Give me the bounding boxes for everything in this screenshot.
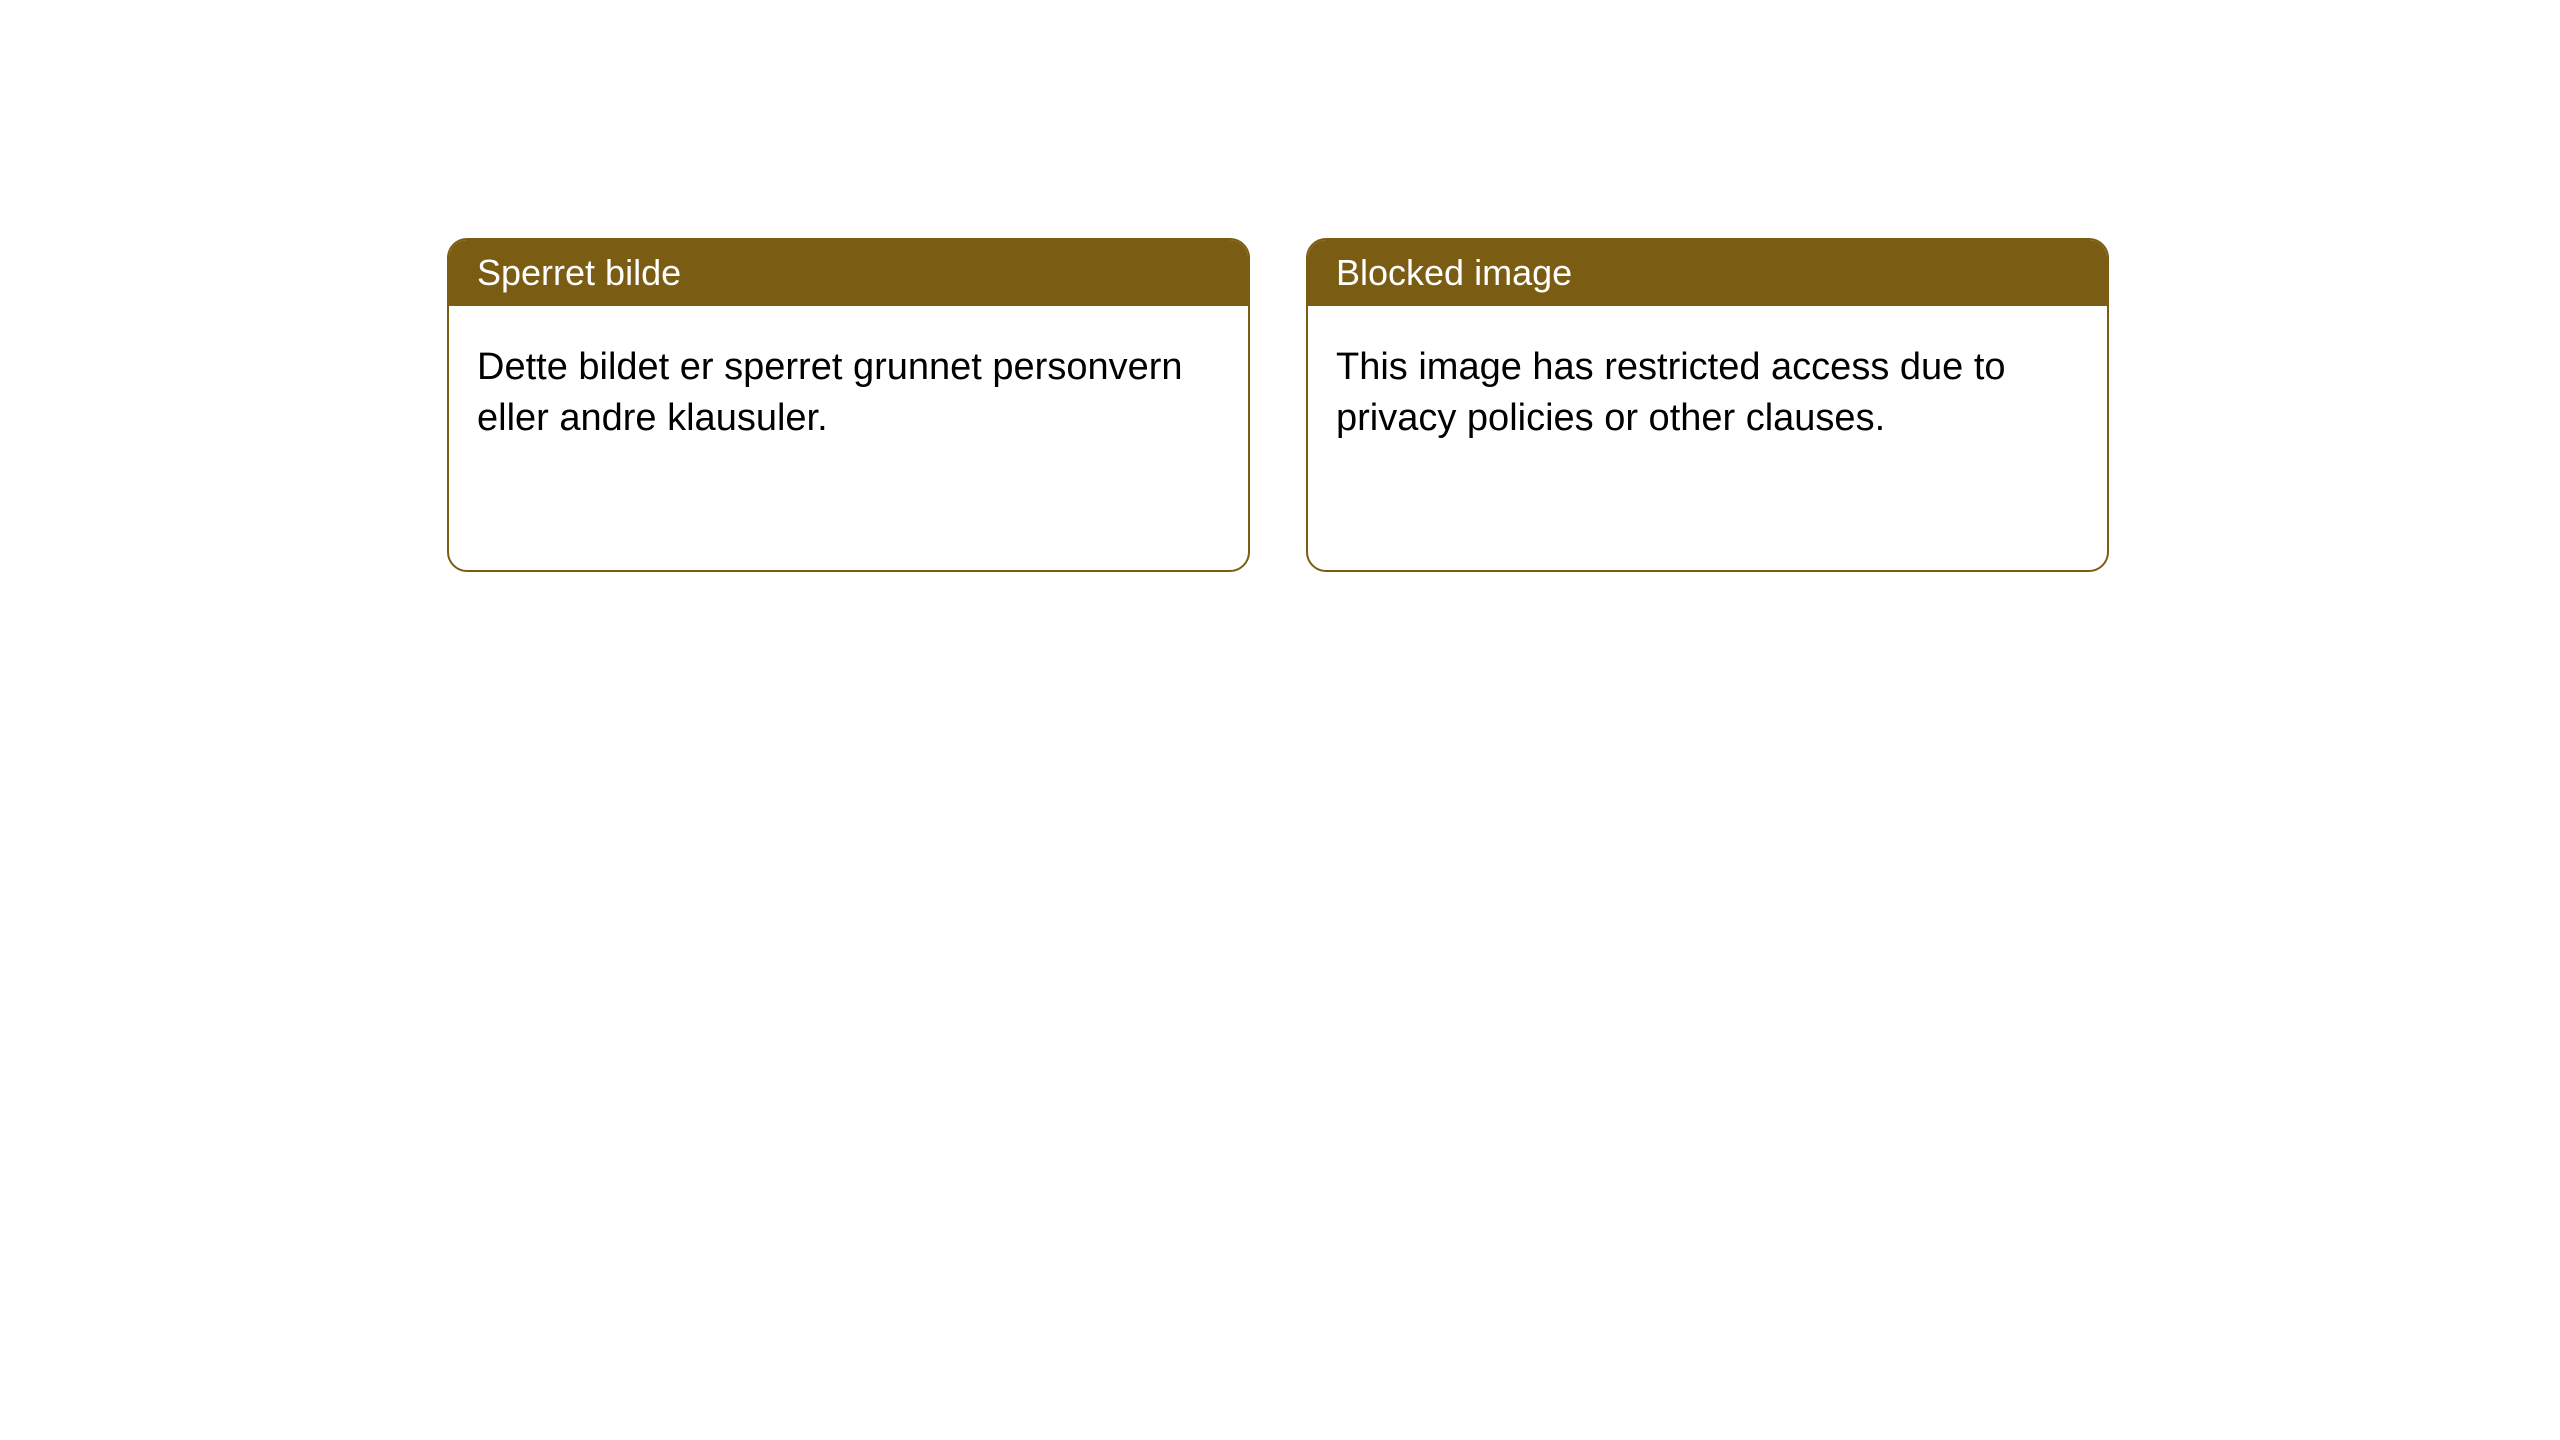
card-header: Blocked image: [1308, 240, 2107, 306]
card-body: Dette bildet er sperret grunnet personve…: [449, 306, 1248, 481]
notice-cards-container: Sperret bilde Dette bildet er sperret gr…: [0, 0, 2560, 572]
card-body: This image has restricted access due to …: [1308, 306, 2107, 481]
notice-card-norwegian: Sperret bilde Dette bildet er sperret gr…: [447, 238, 1250, 572]
card-header: Sperret bilde: [449, 240, 1248, 306]
notice-card-english: Blocked image This image has restricted …: [1306, 238, 2109, 572]
